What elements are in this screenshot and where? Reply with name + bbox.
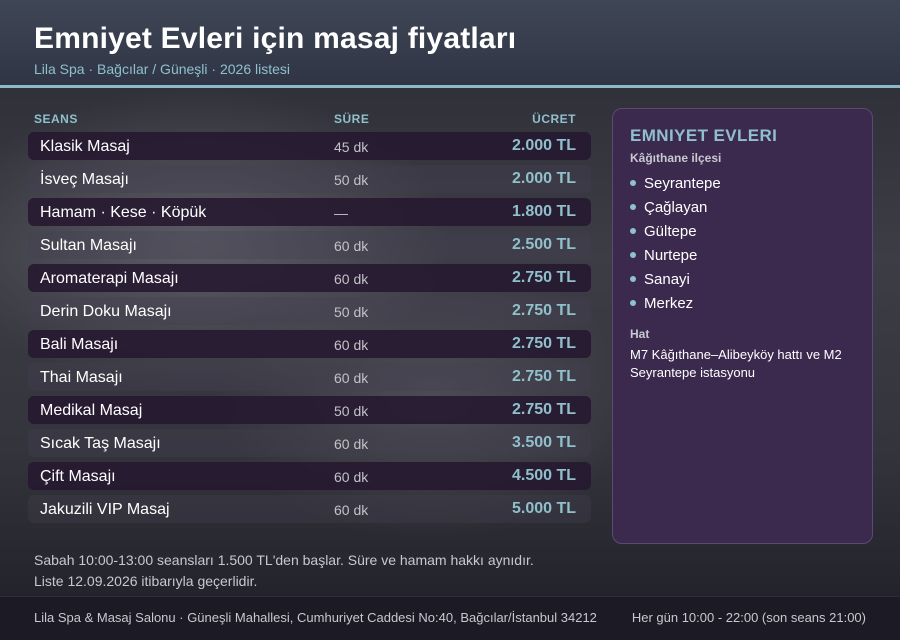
session-price: 2.500 TL	[511, 236, 576, 253]
transit-label: Hat	[630, 327, 650, 341]
list-item: Nurtepe	[630, 243, 721, 267]
session-price: 2.000 TL	[511, 137, 576, 154]
session-duration: 50 dk	[334, 403, 369, 419]
table-row: Aromaterapi Masajı 60 dk 2.750 TL	[28, 264, 591, 292]
table-row: Jakuzili VIP Masaj 60 dk 5.000 TL	[28, 495, 591, 523]
bullet-icon	[630, 180, 636, 186]
district-title: EMNIYET EVLERI	[630, 126, 778, 145]
list-item: Seyrantepe	[630, 171, 721, 195]
column-header-price: ÜCRET	[532, 112, 576, 126]
table-row: Hamam · Kese · Köpük — 1.800 TL	[28, 198, 591, 226]
session-duration: 60 dk	[334, 238, 369, 254]
session-price: 2.000 TL	[511, 170, 576, 187]
page-subtitle: Lila Spa · Bağcılar / Güneşli · 2026 lis…	[34, 61, 291, 77]
bullet-icon	[630, 276, 636, 282]
district-subtitle: Kâğıthane ilçesi	[630, 151, 722, 165]
session-name: İsveç Masajı	[40, 171, 129, 188]
bullet-icon	[630, 300, 636, 306]
session-duration: —	[334, 205, 348, 221]
session-price: 2.750 TL	[511, 368, 576, 385]
list-item: Merkez	[630, 291, 721, 315]
session-price: 1.800 TL	[511, 203, 576, 220]
session-name: Bali Masajı	[40, 336, 119, 353]
neighborhood-name: Gültepe	[644, 222, 697, 240]
session-name: Hamam · Kese · Köpük	[40, 204, 207, 221]
session-name: Medikal Masaj	[40, 402, 143, 419]
table-row: Medikal Masaj 50 dk 2.750 TL	[28, 396, 591, 424]
footer-hours: Her gün 10:00 - 22:00 (son seans 21:00)	[631, 610, 866, 625]
table-row: Bali Masajı 60 dk 2.750 TL	[28, 330, 591, 358]
session-duration: 60 dk	[334, 436, 369, 452]
table-row: Klasik Masaj 45 dk 2.000 TL	[28, 132, 591, 160]
neighborhood-name: Çağlayan	[644, 198, 708, 216]
session-name: Çift Masajı	[40, 468, 116, 485]
table-row: İsveç Masajı 50 dk 2.000 TL	[28, 165, 591, 193]
session-name: Klasik Masaj	[40, 138, 130, 155]
session-price: 2.750 TL	[511, 401, 576, 418]
session-duration: 50 dk	[334, 304, 369, 320]
list-item: Çağlayan	[630, 195, 721, 219]
transit-text: M7 Kâğıthane–Alibeyköy hattı ve M2 Seyra…	[630, 347, 842, 380]
pricing-note: Sabah 10:00-13:00 seansları 1.500 TL'den…	[34, 552, 534, 568]
session-price: 4.500 TL	[511, 467, 576, 484]
session-price: 2.750 TL	[511, 335, 576, 352]
table-row: Thai Masajı 60 dk 2.750 TL	[28, 363, 591, 391]
neighborhood-name: Nurtepe	[644, 246, 698, 264]
table-row: Sultan Masajı 60 dk 2.500 TL	[28, 231, 591, 259]
session-price: 2.750 TL	[511, 269, 576, 286]
column-header-duration: SÜRE	[334, 112, 370, 126]
session-duration: 60 dk	[334, 337, 369, 353]
price-table: Klasik Masaj 45 dk 2.000 TL İsveç Masajı…	[28, 132, 591, 528]
bullet-icon	[630, 204, 636, 210]
neighborhood-name: Sanayi	[644, 270, 690, 288]
session-name: Jakuzili VIP Masaj	[40, 501, 170, 518]
column-header-session: SEANS	[34, 112, 78, 126]
list-item: Sanayi	[630, 267, 721, 291]
table-row: Sıcak Taş Masajı 60 dk 3.500 TL	[28, 429, 591, 457]
list-item: Gültepe	[630, 219, 721, 243]
footer-address: Lila Spa & Masaj Salonu · Güneşli Mahall…	[34, 610, 597, 625]
page-header: Emniyet Evleri için masaj fiyatları Lila…	[0, 0, 900, 88]
session-duration: 60 dk	[334, 469, 369, 485]
session-name: Sultan Masajı	[40, 237, 137, 254]
district-info-panel: EMNIYET EVLERI Kâğıthane ilçesi Seyrante…	[612, 108, 873, 544]
session-duration: 50 dk	[334, 172, 369, 188]
session-price: 5.000 TL	[511, 500, 576, 517]
page-title: Emniyet Evleri için masaj fiyatları	[34, 22, 517, 55]
session-duration: 60 dk	[334, 271, 369, 287]
bullet-icon	[630, 228, 636, 234]
session-name: Derin Doku Masajı	[40, 303, 172, 320]
session-name: Thai Masajı	[40, 369, 123, 386]
session-name: Aromaterapi Masajı	[40, 270, 179, 287]
session-duration: 45 dk	[334, 139, 369, 155]
table-row: Çift Masajı 60 dk 4.500 TL	[28, 462, 591, 490]
neighborhood-name: Seyrantepe	[644, 174, 721, 192]
neighborhood-list: Seyrantepe Çağlayan Gültepe Nurtepe Sana…	[630, 171, 721, 315]
session-price: 3.500 TL	[511, 434, 576, 451]
neighborhood-name: Merkez	[644, 294, 694, 312]
session-name: Sıcak Taş Masajı	[40, 435, 161, 452]
session-price: 2.750 TL	[511, 302, 576, 319]
table-row: Derin Doku Masajı 50 dk 2.750 TL	[28, 297, 591, 325]
bullet-icon	[630, 252, 636, 258]
session-duration: 60 dk	[334, 502, 369, 518]
page-footer: Lila Spa & Masaj Salonu · Güneşli Mahall…	[0, 596, 900, 640]
session-duration: 60 dk	[334, 370, 369, 386]
validity-note: Liste 12.09.2026 itibarıyla geçerlidir.	[34, 573, 258, 589]
